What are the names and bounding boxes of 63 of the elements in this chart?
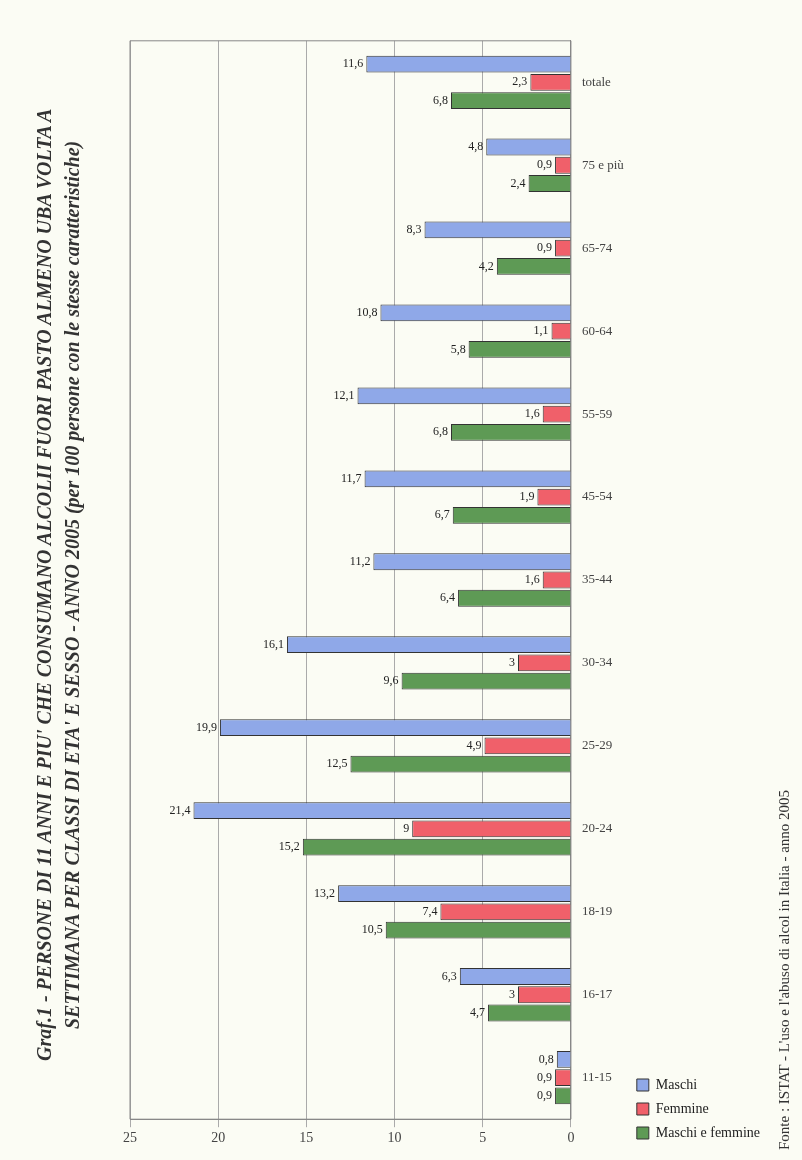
data-label: 6,3 <box>441 968 457 983</box>
data-label: 10,5 <box>361 922 383 937</box>
x-tick-label: 10 <box>387 1130 402 1146</box>
data-label: 2,3 <box>512 74 528 89</box>
data-label: 11,6 <box>342 56 364 71</box>
y-tick-label: 25-29 <box>581 737 613 753</box>
x-tick-label: 5 <box>479 1130 487 1146</box>
x-tick-label: 25 <box>123 1130 137 1146</box>
data-label: 6,8 <box>433 424 448 439</box>
data-label: 13,2 <box>314 885 336 900</box>
data-label: 9,6 <box>383 673 399 688</box>
legend-label: Femmine <box>655 1100 709 1116</box>
data-label: 12,1 <box>333 388 355 402</box>
y-tick-label: 75 e più <box>581 156 625 172</box>
y-tick-label: 18-19 <box>581 903 613 919</box>
y-tick-label: 16-17 <box>581 986 613 1002</box>
x-tick-label: 20 <box>211 1130 226 1146</box>
data-label: 19,9 <box>195 719 217 734</box>
data-label: 2,4 <box>510 175 526 190</box>
data-label: 1,1 <box>533 323 549 338</box>
data-label: 3 <box>509 986 516 1001</box>
data-label: 21,4 <box>169 802 191 817</box>
y-tick-label: 60-64 <box>581 322 613 338</box>
y-tick-label: totale <box>581 73 612 89</box>
data-label: 6,4 <box>440 590 456 605</box>
data-label: 0,9 <box>537 157 553 172</box>
y-tick-label: 55-59 <box>581 405 613 421</box>
data-label: 6,7 <box>434 507 450 522</box>
data-label: 9 <box>403 821 410 836</box>
y-tick-label: 45-54 <box>581 488 613 504</box>
data-label: 3 <box>509 655 516 670</box>
data-label: 6,8 <box>433 92 448 107</box>
source-note: Fonte : ISTAT - L'uso e l'abuso di alcol in Italia - anno 2005 <box>776 788 793 1150</box>
data-label: 8,3 <box>406 222 422 237</box>
data-label: 0,9 <box>537 240 553 255</box>
data-label: 0,8 <box>538 1051 554 1066</box>
legend-label: Maschi e femmine <box>655 1124 760 1140</box>
data-label: 11,7 <box>341 470 362 485</box>
data-label: 16,1 <box>262 636 284 651</box>
text: Graf.1 - PERSONE DI 11 ANNI E PIU' CHE CONSUMANO ALCOLII FUORI PASTO ALMENO UBA VOLTA A SETTIMANA PER CLASSI DI ETA' E SESSO - ANNO 2005 (per 100 persone con le stesse caratteristiche) <box>32 107 85 1064</box>
data-label: 1,6 <box>524 406 540 421</box>
data-label: 1,9 <box>519 489 535 504</box>
data-label: 4,7 <box>470 1005 486 1020</box>
data-label: 11,2 <box>349 553 371 568</box>
y-tick-label: 30-34 <box>581 654 613 670</box>
data-label: 4,8 <box>468 139 484 154</box>
data-label: 4,2 <box>478 258 494 273</box>
data-label: 0,9 <box>537 1069 553 1084</box>
data-label: 15,2 <box>278 839 300 854</box>
y-tick-label: 11-15 <box>581 1069 612 1085</box>
data-label: 12,5 <box>326 756 348 771</box>
x-tick-label: 0 <box>567 1130 575 1146</box>
data-label: 0,9 <box>537 1088 553 1103</box>
y-tick-label: 65-74 <box>581 239 613 255</box>
data-label: 1,6 <box>524 572 540 587</box>
data-label: 7,4 <box>422 903 438 918</box>
data-label: 5,8 <box>450 341 466 356</box>
legend-label: Maschi <box>655 1076 698 1092</box>
x-tick-label: 15 <box>299 1130 314 1146</box>
data-label: 10,8 <box>356 305 378 320</box>
data-label: 4,9 <box>466 738 482 753</box>
y-tick-label: 35-44 <box>581 571 613 587</box>
y-tick-label: 20-24 <box>581 820 613 836</box>
